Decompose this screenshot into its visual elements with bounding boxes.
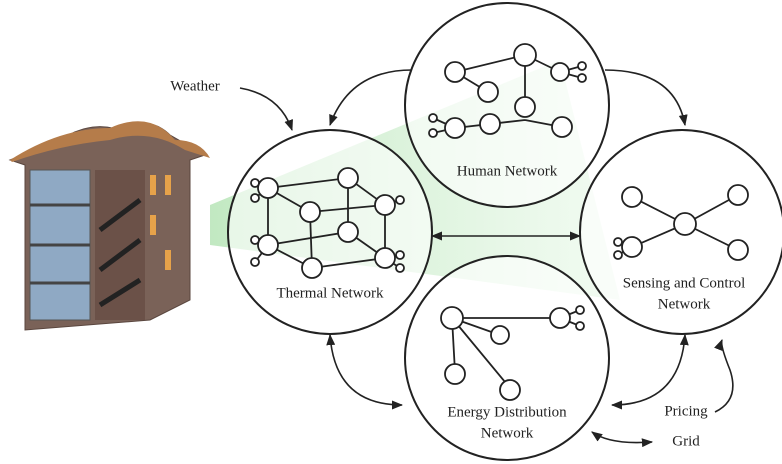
network-label: Network	[658, 296, 711, 312]
network-label: Network	[481, 425, 534, 441]
arrow	[610, 333, 689, 410]
network-label: Energy Distribution	[447, 404, 567, 420]
energy-graph	[440, 305, 585, 401]
network-label: Thermal Network	[276, 285, 384, 301]
arrow	[239, 87, 293, 132]
arrow	[591, 431, 654, 448]
arrow	[714, 338, 734, 413]
building	[8, 121, 210, 331]
thermal-graph	[250, 167, 405, 279]
network-label: Sensing and Control	[623, 275, 746, 291]
arrow	[604, 69, 688, 127]
input-label: Grid	[672, 433, 700, 449]
arrow	[329, 69, 413, 127]
human-graph	[428, 43, 587, 139]
input-label: Weather	[170, 78, 220, 94]
input-label: Pricing	[664, 403, 708, 419]
network-circle	[227, 129, 433, 335]
network-label: Human Network	[457, 163, 558, 179]
arrow	[326, 333, 404, 410]
sensing-graph	[613, 184, 749, 261]
network-circle	[404, 2, 610, 208]
